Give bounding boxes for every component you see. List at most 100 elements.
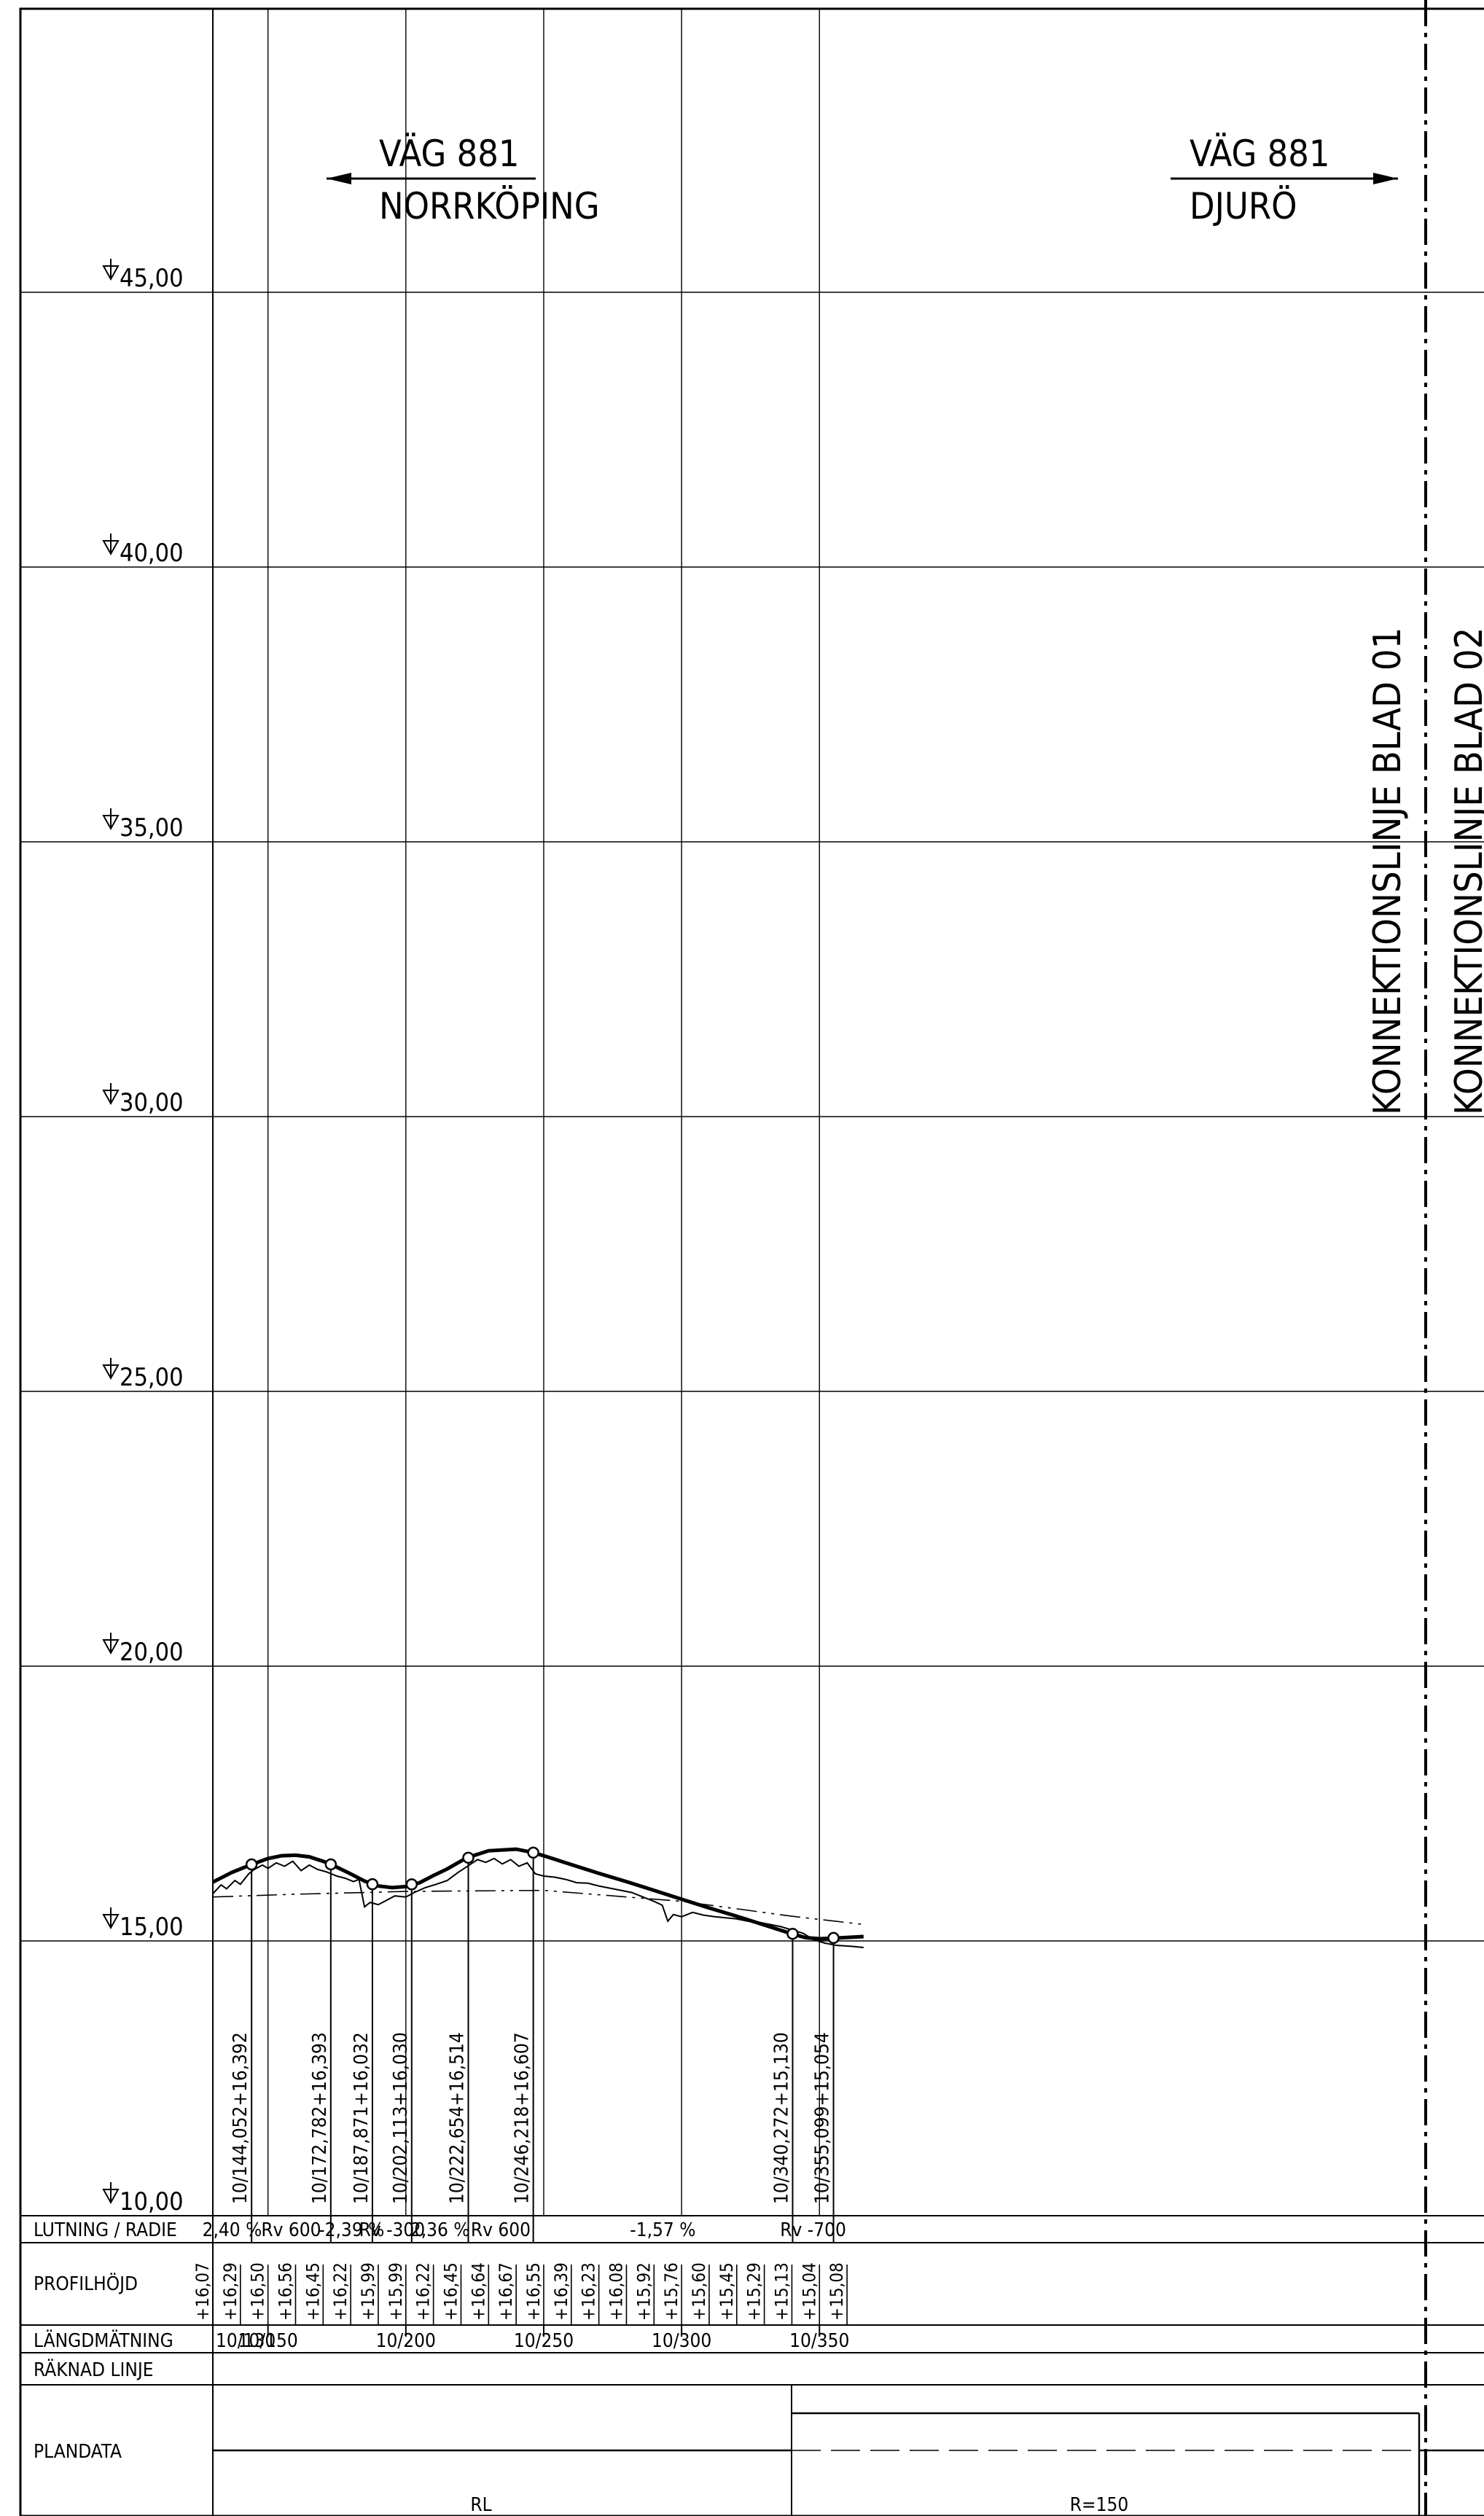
profilhojd-value: +15,29: [744, 2262, 765, 2321]
vertical-point: 10/340,272+15,130: [770, 1927, 799, 2216]
vertical-point-label: 10/144,052+16,392: [230, 2032, 251, 2204]
langdmatning-value: 10/300: [652, 2330, 711, 2352]
elevation-marker: 15,00: [102, 1907, 184, 1942]
profilhojd-value: +16,23: [579, 2262, 599, 2321]
profilhojd-value: +15,45: [716, 2262, 737, 2321]
langdmatning-value: 10/150: [238, 2330, 298, 2352]
direction-label: VÄG 881 NORRKÖPING: [327, 133, 600, 227]
vertical-point: 10/246,218+16,607: [512, 1846, 539, 2216]
road-name: VÄG 881: [379, 133, 519, 175]
elevation-marker: 25,00: [102, 1358, 184, 1392]
profilhojd-value: +16,22: [413, 2262, 434, 2321]
profilhojd-value: +16,39: [551, 2262, 571, 2321]
lutning-radie-value: Rv 600: [471, 2219, 531, 2241]
elevation-marker: 45,00: [102, 259, 184, 293]
vertical-point-label: 10/172,782+16,393: [309, 2032, 331, 2204]
profile-grid: [19, 7, 1484, 2516]
connection-line-label: KONNEKTIONSLINJE BLAD 01: [1366, 628, 1410, 1115]
plandata-label: PLANDATA: [34, 2441, 122, 2463]
vertical-point-circle-icon: [245, 1858, 258, 1871]
elevation-label: 45,00: [120, 264, 184, 293]
langdmatning-value: 10/130: [216, 2330, 276, 2352]
lutning-radie-value: Rv 600: [261, 2219, 321, 2241]
lutning-radie-label: LUTNING / RADIE: [34, 2219, 177, 2241]
vertical-point-label: 10/246,218+16,607: [512, 2032, 534, 2204]
profilhojd-value: +15,60: [689, 2262, 709, 2321]
arrow-left-icon: [327, 173, 351, 184]
elevation-label: 20,00: [120, 1638, 184, 1667]
profilhojd-value: +16,29: [220, 2262, 241, 2321]
elevation-label: 35,00: [120, 813, 184, 843]
vertical-point: 10/187,871+16,032: [351, 1878, 379, 2216]
lutning-radie-value: Rv -300: [359, 2219, 426, 2241]
lutning-radie-value: -2,39 %: [319, 2219, 384, 2241]
vertical-point-circle-icon: [462, 1851, 475, 1864]
elevation-marker: 20,00: [102, 1633, 184, 1667]
langdmatning-value: 10/200: [376, 2330, 436, 2352]
langdmatning-value: 10/250: [514, 2330, 574, 2352]
direction-label: VÄG 881 DJURÖ: [1171, 133, 1398, 227]
vertical-point: 10/172,782+16,393: [309, 1858, 337, 2216]
elevation-label: 40,00: [120, 539, 184, 568]
data-bands: LUTNING / RADIE PROFILHÖJD LÄNGDMÄTNING RÄK…: [34, 2216, 1484, 2516]
vertical-point: 10/202,113+16,030: [390, 1878, 418, 2216]
vertical-point-circle-icon: [827, 1931, 840, 1945]
elevation-label: 30,00: [120, 1088, 184, 1117]
profilhojd-value: +16,45: [440, 2262, 461, 2321]
destination-name: NORRKÖPING: [379, 185, 600, 227]
elevation-label: 15,00: [120, 1913, 184, 1942]
elevation-scale: 45,00 40,00 35,00 30,00 25,00 20,00 15,00 10,00: [102, 259, 184, 2216]
profilhojd-value: +16,08: [606, 2262, 626, 2321]
connection-lines: KONNEKTIONSLINJE BLAD 01 KONNEKTIONSLINJE…: [1366, 0, 1484, 2516]
profilhojd-value: +16,67: [496, 2262, 516, 2321]
vertical-point-label: 10/355,099+15,054: [812, 2032, 834, 2204]
profilhojd-value: +15,99: [358, 2262, 378, 2321]
destination-name: DJURÖ: [1190, 185, 1297, 227]
existing-ground-line: [212, 1857, 864, 1948]
vertical-point-circle-icon: [786, 1927, 799, 1940]
reference-line: [212, 1889, 864, 1926]
vertical-point-label: 10/340,272+15,130: [770, 2032, 792, 2204]
profilhojd-value: +15,13: [771, 2262, 792, 2321]
plandata-radius-value: R=150: [1070, 2494, 1129, 2516]
elevation-marker: 10,00: [102, 2182, 184, 2216]
vertical-point: 10/355,099+15,054: [812, 1931, 840, 2216]
arrow-right-icon: [1373, 173, 1398, 184]
vertical-point-circle-icon: [405, 1878, 418, 1891]
raknad-linje-label: RÄKNAD LINJE: [34, 2358, 154, 2381]
lutning-radie-value: 2,40 %: [203, 2219, 262, 2241]
profilhojd-value: +16,56: [275, 2262, 295, 2321]
profilhojd-label: PROFILHÖJD: [34, 2272, 138, 2295]
elevation-marker: 30,00: [102, 1083, 184, 1117]
lutning-radie-value: 2,36 %: [410, 2219, 470, 2241]
profilhojd-value: +16,50: [248, 2262, 268, 2321]
plandata-rl-value: RL: [470, 2494, 491, 2516]
langdmatning-value: 10/350: [789, 2330, 849, 2352]
profilhojd-value: +16,55: [523, 2262, 544, 2321]
profilhojd-value: +15,92: [633, 2262, 654, 2321]
vertical-point-circle-icon: [366, 1878, 379, 1891]
vertical-point-label: 10/187,871+16,032: [351, 2032, 372, 2204]
profilhojd-value: +15,99: [386, 2262, 406, 2321]
road-name: VÄG 881: [1190, 133, 1329, 175]
profile-lines: [211, 1847, 864, 1948]
profilhojd-value: +16,64: [468, 2262, 488, 2321]
vertical-point-label: 10/222,654+16,514: [447, 2032, 469, 2204]
vertical-point: 10/222,654+16,514: [447, 1851, 475, 2216]
profilhojd-value: +15,08: [827, 2262, 847, 2321]
vertical-point-circle-icon: [324, 1858, 337, 1871]
profilhojd-value: +16,07: [192, 2262, 213, 2321]
vertical-point: 10/144,052+16,392: [230, 1858, 258, 2216]
langdmatning-label: LÄNGDMÄTNING: [34, 2329, 173, 2352]
outer-frame: [19, 7, 1484, 2516]
profilhojd-value: +15,76: [661, 2262, 682, 2321]
direction-labels: VÄG 881 NORRKÖPING VÄG 881 DJURÖ: [327, 133, 1398, 227]
lutning-radie-value: Rv -700: [780, 2219, 846, 2241]
elevation-marker: 35,00: [102, 808, 184, 843]
connection-line-label: KONNEKTIONSLINJE BLAD 02: [1448, 628, 1484, 1115]
elevation-label: 25,00: [120, 1363, 184, 1392]
profilhojd-value: +15,04: [799, 2262, 819, 2321]
profilhojd-value: +16,45: [302, 2262, 323, 2321]
elevation-marker: 40,00: [102, 534, 184, 568]
vertical-point-label: 10/202,113+16,030: [390, 2032, 412, 2204]
